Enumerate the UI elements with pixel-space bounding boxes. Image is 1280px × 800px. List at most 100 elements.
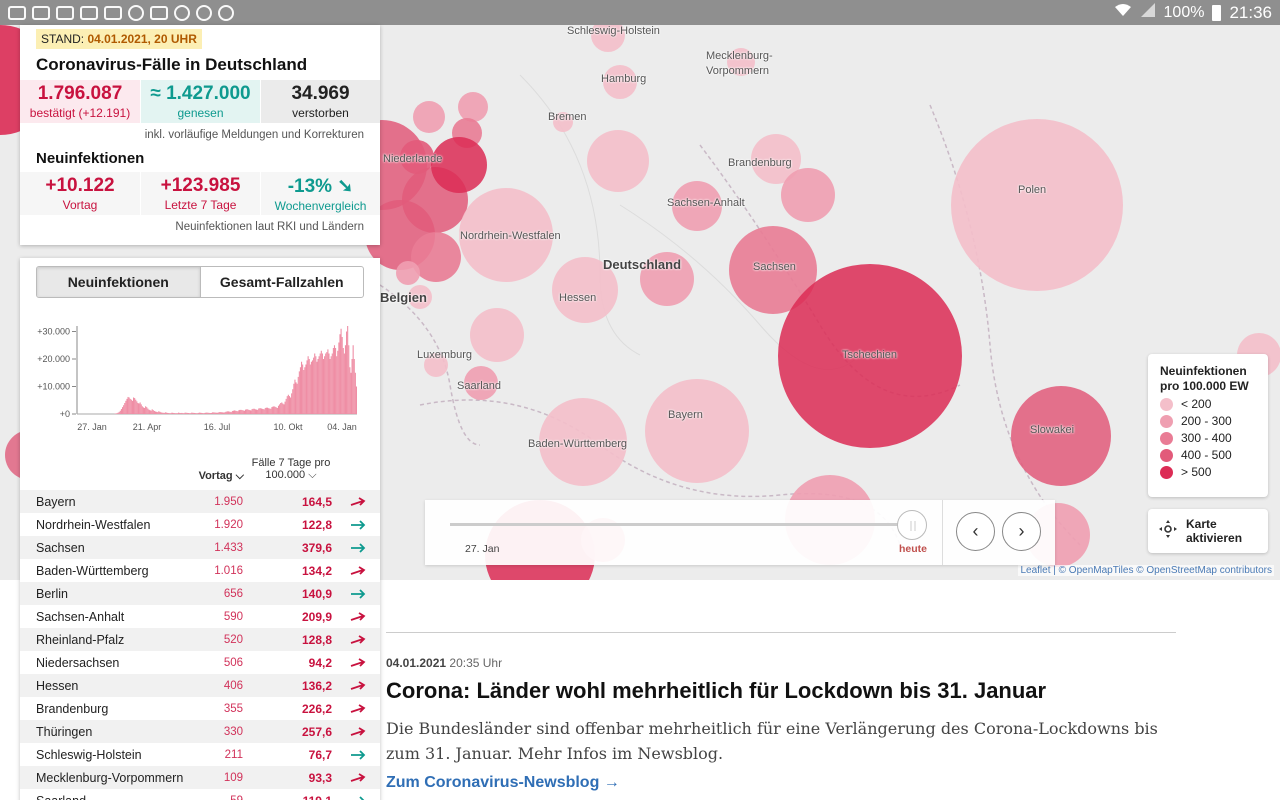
chart-bar [210, 412, 213, 414]
chart-bar [227, 411, 229, 414]
chart-bar [208, 412, 210, 414]
chart-bar [232, 410, 235, 414]
map-label-bayern: Bayern [668, 409, 703, 421]
map-attribution[interactable]: Leaflet | © OpenMapTiles © OpenStreetMap… [1018, 565, 1274, 576]
chart-bar [175, 413, 177, 414]
col-vortag-header[interactable]: Vortag ⌵ [198, 470, 244, 482]
timeline-track[interactable] [450, 523, 910, 526]
table-row[interactable]: Hessen 406 136,2 [20, 674, 380, 697]
chart-bar [196, 413, 198, 414]
chart-bar [189, 413, 191, 414]
chart-bar [219, 412, 221, 414]
article-date: 04.01.2021 20:35 Uhr [386, 656, 503, 670]
activate-map-button[interactable]: Karte aktivieren [1148, 509, 1268, 553]
move-icon [1158, 519, 1178, 544]
table-row[interactable]: Schleswig-Holstein 211 76,7 [20, 743, 380, 766]
chart-bar [151, 409, 153, 414]
timeline-prev-button[interactable]: ‹ [956, 512, 995, 551]
timeline-handle[interactable] [897, 510, 927, 540]
chart-bar [261, 408, 263, 414]
chart-bar [115, 413, 117, 414]
legend-title-2: pro 100.000 EW [1160, 379, 1249, 393]
chart-bar [207, 412, 209, 414]
table-row[interactable]: Rheinland-Pfalz 520 128,8 [20, 628, 380, 651]
chart-bar [213, 412, 215, 414]
chart-bar [235, 410, 237, 414]
chart-bar [352, 345, 354, 414]
stat-deaths: 34.969 verstorben [261, 80, 380, 123]
sort-chevron-icon: ⌵ [308, 469, 317, 481]
chart-bar [150, 410, 152, 414]
tab-neuinfektionen[interactable]: Neuinfektionen [37, 267, 201, 297]
article-teaser: Die Bundesländer sind offenbar mehrheitl… [386, 719, 1158, 763]
chart-bar [193, 412, 195, 414]
chart-bar [355, 386, 357, 414]
table-row[interactable]: Berlin 656 140,9 [20, 582, 380, 605]
timeline-divider [942, 500, 943, 565]
chart-bar [349, 367, 351, 414]
table-row[interactable]: Niedersachsen 506 94,2 [20, 651, 380, 674]
chart-bar [286, 396, 288, 414]
map-label-bw: Baden-Württemberg [528, 438, 628, 450]
chart-bar [212, 412, 214, 414]
chart-bar [340, 328, 342, 414]
trend-side-arrow-icon [350, 749, 366, 761]
table-row[interactable]: Sachsen-Anhalt 590 209,9 [20, 605, 380, 628]
chart-bar [247, 409, 249, 414]
chart-bar [279, 404, 281, 414]
chart-bar [308, 359, 310, 414]
chart-bar [168, 413, 170, 414]
table-row[interactable]: Sachsen 1.433 379,6 [20, 536, 380, 559]
state-vortag: 109 [223, 771, 243, 784]
recovered-label: genesen [177, 106, 224, 120]
state-name: Nordrhein-Westfalen [36, 517, 151, 532]
chart-bar [243, 410, 245, 414]
chart-bar [220, 412, 222, 414]
chart-bar [326, 352, 328, 414]
chart-bar [249, 410, 251, 414]
tab-gesamt-fallzahlen[interactable]: Gesamt-Fallzahlen [219, 274, 344, 290]
chart-bar [167, 412, 169, 414]
table-row[interactable]: Thüringen 330 257,6 [20, 720, 380, 743]
newsblog-link[interactable]: Zum Coronavirus-Newsblog → [386, 774, 620, 791]
chart-bar [191, 412, 193, 414]
table-row[interactable]: Nordrhein-Westfalen 1.920 122,8 [20, 513, 380, 536]
chart-bar [203, 413, 205, 414]
chart-bar [294, 379, 296, 414]
chart-bar [284, 401, 286, 414]
state-incidence: 226,2 [301, 701, 332, 716]
chart-bar [351, 359, 353, 414]
chart-bar [246, 409, 248, 414]
chart-bar [149, 410, 151, 414]
legend-swatch [1160, 397, 1173, 411]
chart-bar [271, 407, 273, 414]
chart-bar [343, 353, 345, 414]
state-vortag: 506 [223, 656, 243, 669]
article-title[interactable]: Corona: Länder wohl mehrheitlich für Loc… [386, 678, 1047, 703]
chart-bar [128, 397, 130, 414]
chart-bar [275, 407, 277, 414]
chart-bar [206, 412, 208, 414]
chart-bar [338, 342, 340, 414]
table-row[interactable]: Baden-Württemberg 1.016 134,2 [20, 559, 380, 582]
chart-bar [288, 396, 291, 414]
table-row[interactable]: Bayern 1.950 164,5 [20, 490, 380, 513]
chart-bar [221, 412, 224, 414]
chart-bar [320, 350, 322, 414]
chart-bar [236, 410, 238, 414]
legend-swatch [1160, 448, 1173, 462]
map-label-tschechien: Tschechien [842, 349, 898, 361]
table-row[interactable]: Brandenburg 355 226,2 [20, 697, 380, 720]
table-row[interactable]: Mecklenburg-Vorpommern 109 93,3 [20, 766, 380, 789]
chart-bar [283, 404, 285, 414]
table-row[interactable]: Saarland 59 119,1 [20, 789, 380, 800]
timeline-next-button[interactable]: › [1002, 512, 1041, 551]
chart-bar [263, 409, 265, 414]
chart-bar [169, 413, 171, 414]
chart-bar [156, 411, 158, 414]
chart-bar [315, 356, 317, 414]
col-incidence-header[interactable]: Fälle 7 Tage pro 100.000 ⌵ [246, 457, 336, 482]
chart-bar [223, 412, 225, 414]
chart-bar [199, 412, 202, 414]
chevron-left-icon: ‹ [972, 521, 979, 541]
